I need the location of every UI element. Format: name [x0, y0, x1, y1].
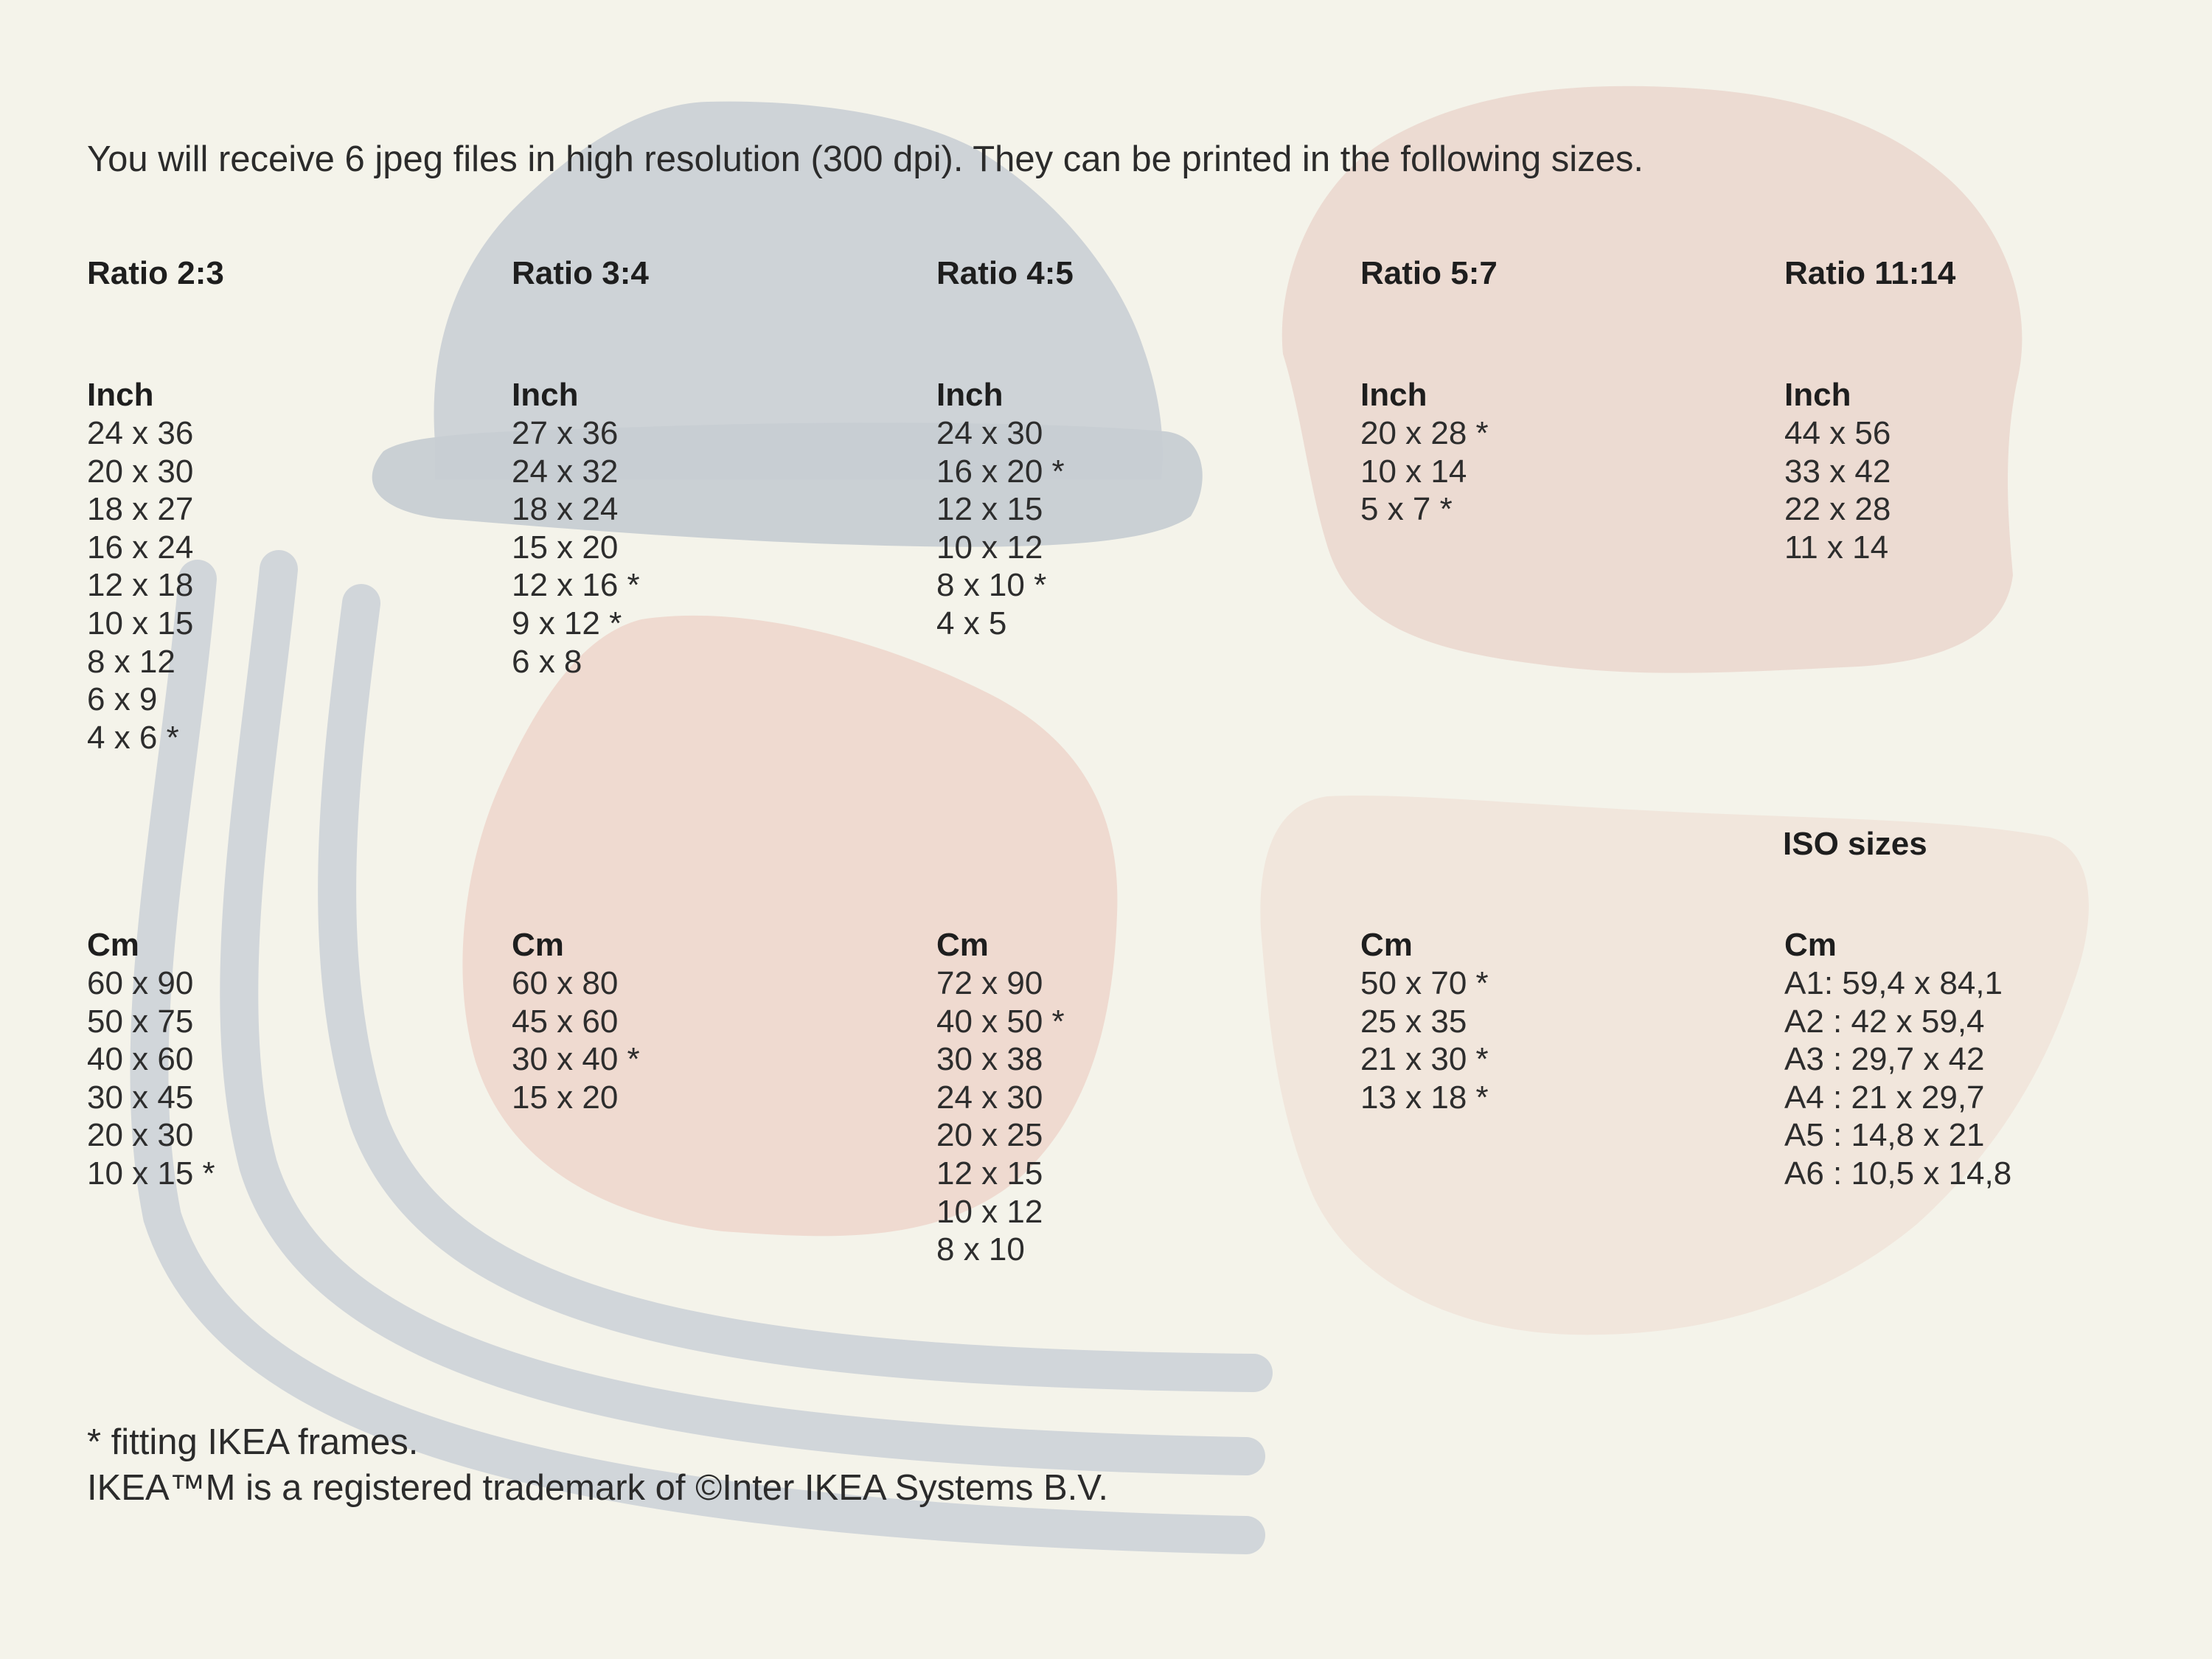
size-item: 10 x 14	[1360, 453, 1467, 490]
ratio-4-5-title: Ratio 4:5	[936, 255, 1074, 291]
size-item: 18 x 24	[512, 491, 619, 528]
size-item: 60 x 80	[512, 965, 619, 1001]
ratio-3-4-title: Ratio 3:4	[512, 255, 649, 291]
size-item: 11 x 14	[1784, 529, 1889, 566]
size-item: 9 x 12 *	[512, 605, 622, 641]
peach-circle-shape	[462, 615, 1118, 1237]
unit-label-cm: Cm	[87, 927, 139, 963]
size-item: 40 x 50 *	[936, 1003, 1065, 1040]
size-item: 10 x 12	[936, 529, 1043, 566]
size-item: 60 x 90	[87, 965, 194, 1001]
size-item: 20 x 30	[87, 453, 194, 490]
size-item: 16 x 20 *	[936, 453, 1065, 490]
size-item: 10 x 15 *	[87, 1155, 215, 1192]
ratio-4-5-cm-list: Cm 72 x 90 40 x 50 * 30 x 38 24 x 30 20 …	[936, 926, 1320, 1269]
size-item: 18 x 27	[87, 491, 194, 528]
unit-label-inch: Inch	[512, 377, 579, 413]
size-item: A3 : 29,7 x 42	[1784, 1041, 1985, 1078]
size-item: 45 x 60	[512, 1003, 619, 1040]
ratio-2-3-title: Ratio 2:3	[87, 255, 224, 291]
size-item: A2 : 42 x 59,4	[1784, 1003, 1985, 1040]
size-item: 4 x 5	[936, 605, 1007, 641]
size-item: 24 x 30	[936, 415, 1043, 451]
size-item: 12 x 16 *	[512, 567, 640, 604]
hat-crown	[434, 101, 1163, 480]
size-item: A4 : 21 x 29,7	[1784, 1079, 1985, 1116]
iso-sizes-title: ISO sizes	[1783, 826, 1927, 862]
iso-cm-list: Cm A1: 59,4 x 84,1 A2 : 42 x 59,4 A3 : 2…	[1784, 926, 2168, 1193]
size-item: 44 x 56	[1784, 415, 1891, 451]
unit-label-inch: Inch	[1360, 377, 1427, 413]
size-item: 24 x 30	[936, 1079, 1043, 1116]
size-item: 33 x 42	[1784, 453, 1891, 490]
size-item: 21 x 30 *	[1360, 1041, 1489, 1078]
size-item: 20 x 28 *	[1360, 415, 1489, 451]
size-item: 15 x 20	[512, 1079, 619, 1116]
ratio-11-14-title: Ratio 11:14	[1784, 255, 1956, 291]
size-item: 12 x 15	[936, 1155, 1043, 1192]
size-item: 10 x 15	[87, 605, 194, 641]
size-item: 12 x 18	[87, 567, 194, 604]
trademark-text: IKEA™M is a registered trademark of ©Int…	[87, 1468, 1109, 1508]
stripe-outer	[130, 560, 1265, 1554]
size-item: 6 x 8	[512, 643, 582, 680]
size-item: 16 x 24	[87, 529, 194, 566]
size-item: A1: 59,4 x 84,1	[1784, 965, 2003, 1001]
size-item: A5 : 14,8 x 21	[1784, 1117, 1985, 1154]
unit-label-cm: Cm	[936, 927, 989, 963]
size-item: 24 x 36	[87, 415, 194, 451]
size-item: 24 x 32	[512, 453, 619, 490]
size-item: 30 x 45	[87, 1079, 194, 1116]
ratio-2-3-inch-list: Inch 24 x 36 20 x 30 18 x 27 16 x 24 12 …	[87, 376, 470, 757]
size-item: 10 x 12	[936, 1193, 1043, 1230]
size-item: 8 x 10 *	[936, 567, 1047, 604]
stripe-middle	[220, 550, 1265, 1475]
ratio-4-5-inch-list: Inch 24 x 30 16 x 20 * 12 x 15 10 x 12 8…	[936, 376, 1320, 643]
size-item: A6 : 10,5 x 14,8	[1784, 1155, 2012, 1192]
size-item: 5 x 7 *	[1360, 491, 1453, 528]
size-item: 50 x 75	[87, 1003, 194, 1040]
size-item: 27 x 36	[512, 415, 619, 451]
size-item: 4 x 6 *	[87, 719, 179, 756]
size-item: 22 x 28	[1784, 491, 1891, 528]
size-item: 12 x 15	[936, 491, 1043, 528]
intro-text: You will receive 6 jpeg files in high re…	[87, 139, 1644, 179]
size-item: 6 x 9	[87, 681, 158, 718]
peach-blob-shape	[1281, 86, 2023, 673]
ratio-5-7-title: Ratio 5:7	[1360, 255, 1498, 291]
size-item: 20 x 30	[87, 1117, 194, 1154]
unit-label-inch: Inch	[936, 377, 1004, 413]
size-item: 30 x 38	[936, 1041, 1043, 1078]
size-item: 8 x 10	[936, 1231, 1025, 1268]
size-item: 20 x 25	[936, 1117, 1043, 1154]
light-peach-blob-shape	[1260, 796, 2089, 1335]
size-item: 40 x 60	[87, 1041, 194, 1078]
size-item: 30 x 40 *	[512, 1041, 640, 1078]
unit-label-inch: Inch	[87, 377, 154, 413]
size-item: 13 x 18 *	[1360, 1079, 1489, 1116]
ratio-5-7-cm-list: Cm 50 x 70 * 25 x 35 21 x 30 * 13 x 18 *	[1360, 926, 1744, 1116]
size-item: 15 x 20	[512, 529, 619, 566]
ratio-3-4-inch-list: Inch 27 x 36 24 x 32 18 x 24 15 x 20 12 …	[512, 376, 895, 681]
unit-label-cm: Cm	[1784, 927, 1837, 963]
footnote-text: * fitting IKEA frames.	[87, 1422, 419, 1462]
ratio-2-3-cm-list: Cm 60 x 90 50 x 75 40 x 60 30 x 45 20 x …	[87, 926, 470, 1193]
curved-stripes	[130, 550, 1273, 1554]
size-item: 8 x 12	[87, 643, 175, 680]
hat-shape	[372, 101, 1203, 547]
ratio-3-4-cm-list: Cm 60 x 80 45 x 60 30 x 40 * 15 x 20	[512, 926, 895, 1116]
size-item: 25 x 35	[1360, 1003, 1467, 1040]
ratio-11-14-inch-list: Inch 44 x 56 33 x 42 22 x 28 11 x 14	[1784, 376, 2168, 566]
unit-label-inch: Inch	[1784, 377, 1851, 413]
unit-label-cm: Cm	[1360, 927, 1413, 963]
size-item: 50 x 70 *	[1360, 965, 1489, 1001]
size-item: 72 x 90	[936, 965, 1043, 1001]
ratio-5-7-inch-list: Inch 20 x 28 * 10 x 14 5 x 7 *	[1360, 376, 1744, 529]
unit-label-cm: Cm	[512, 927, 564, 963]
stripe-inner	[318, 584, 1273, 1392]
hat-brim	[372, 422, 1203, 547]
